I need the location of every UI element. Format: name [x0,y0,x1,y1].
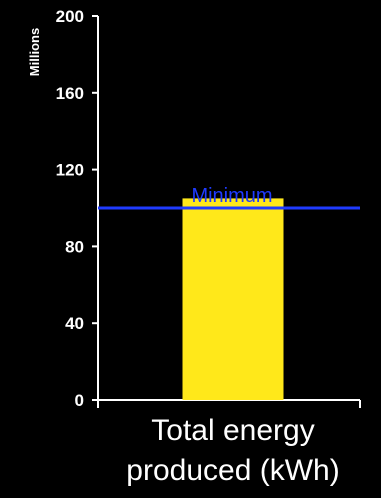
y-tick-label: 200 [56,7,84,26]
axes: 0 40 80 120 160 200 Millions [27,7,361,410]
y-tick-label: 120 [56,161,84,180]
y-axis-label: Millions [27,28,42,76]
bars [182,198,284,400]
x-category-label-line: produced (kWh) [126,454,339,487]
y-tick-label: 40 [65,314,84,333]
reference-line-group: Minimum [98,185,360,210]
minimum-reference-label: Minimum [191,185,272,207]
bar [182,198,284,400]
x-category-label-line: Total energy [151,414,314,447]
y-tick-label: 80 [65,237,84,256]
y-tick-label: 160 [56,84,84,103]
labels: Total energy produced (kWh) [126,414,339,487]
y-tick-label: 0 [75,391,84,410]
